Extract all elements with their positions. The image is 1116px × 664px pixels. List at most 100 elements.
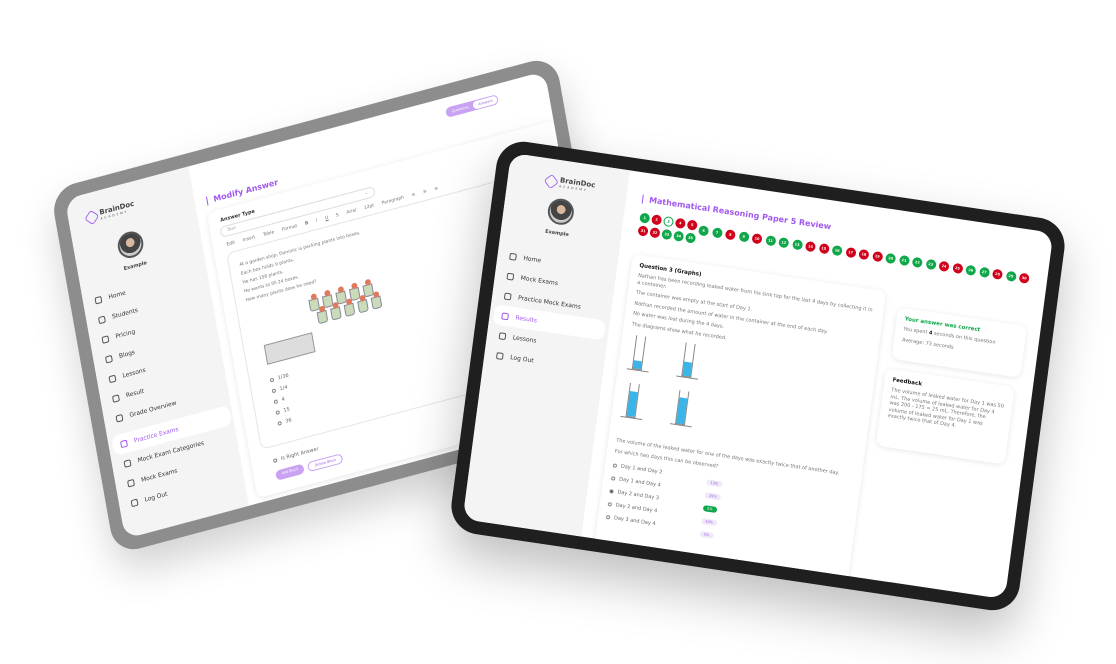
avatar[interactable] (546, 196, 576, 227)
question-number-12[interactable]: 12 (778, 236, 790, 249)
question-number-4[interactable]: 4 (674, 217, 686, 230)
question-number-16[interactable]: 16 (831, 244, 843, 257)
question-number-15[interactable]: 15 (818, 242, 830, 255)
question-number-32[interactable]: 32 (649, 227, 661, 239)
question-number-2[interactable]: 2 (651, 214, 663, 226)
front-tablet: BrainDoc ACADEMY Example Home Mock Exams Pr… (448, 138, 1068, 614)
plant-box-image (263, 332, 316, 365)
flower (364, 278, 372, 287)
menu-edit[interactable]: Edit (226, 240, 236, 248)
question-number-1[interactable]: 1 (639, 212, 651, 224)
delete-block-button[interactable]: Delete Block (307, 453, 344, 473)
sidebar-item-label: Lessons (512, 333, 537, 345)
align-center-icon[interactable]: ≡ (422, 189, 428, 196)
sidebar-item-label: Practice Mock Exams (517, 294, 582, 311)
menu-insert[interactable]: Insert (242, 235, 256, 244)
question-number-26[interactable]: 26 (965, 264, 977, 277)
measuring-cylinder-day-1 (626, 335, 649, 373)
option-label: 1/4 (279, 383, 288, 392)
strike-button[interactable]: S (335, 212, 340, 219)
question-number-5[interactable]: 5 (686, 219, 698, 231)
user-name: Example (544, 228, 570, 239)
question-number-22[interactable]: 22 (911, 256, 923, 269)
question-number-9[interactable]: 9 (738, 231, 750, 243)
water-level (682, 361, 693, 377)
question-number-28[interactable]: 28 (991, 268, 1004, 280)
question-number-24[interactable]: 24 (938, 260, 950, 273)
sidebar-item-label: Students (111, 306, 139, 321)
font-select[interactable]: Arial (346, 208, 357, 216)
sidebar-item-label: Log Out (509, 353, 535, 364)
italic-button[interactable]: I (315, 218, 318, 224)
question-number-6[interactable]: 6 (697, 225, 710, 237)
log-out-icon (495, 351, 504, 360)
question-number-25[interactable]: 25 (951, 262, 964, 275)
option-label: 15 (282, 405, 291, 414)
sidebar-item-label: Grade Overview (128, 399, 177, 419)
result-card: Your answer was correct You spent 4 seco… (891, 307, 1027, 378)
align-left-icon[interactable]: ≡ (411, 192, 416, 199)
questions-answers-toggle[interactable]: Questions Answers (445, 94, 500, 118)
question-number-17[interactable]: 17 (844, 246, 857, 259)
question-number-27[interactable]: 27 (978, 266, 990, 279)
question-number-35[interactable]: 35 (684, 232, 697, 244)
block-select[interactable]: Paragraph (381, 195, 405, 207)
flower (345, 298, 353, 306)
mock-exams-icon (126, 478, 135, 488)
question-number-34[interactable]: 34 (673, 230, 685, 242)
bold-button[interactable]: B (304, 221, 309, 227)
avatar[interactable] (115, 228, 146, 261)
question-number-30[interactable]: 30 (1018, 272, 1030, 284)
question-number-29[interactable]: 29 (1005, 270, 1017, 282)
size-select[interactable]: 12pt (363, 203, 375, 212)
radio-icon (607, 501, 613, 507)
radio-icon (273, 398, 279, 404)
user-name: Example (123, 260, 148, 273)
question-number-19[interactable]: 19 (871, 250, 883, 263)
sidebar-item-label: Log Out (143, 490, 168, 504)
add-block-button[interactable]: Add Block (275, 463, 306, 481)
sidebar-item-label: Result (125, 387, 145, 399)
home-icon (94, 295, 103, 305)
question-number-33[interactable]: 33 (661, 228, 673, 241)
sidebar-item-label: Lessons (121, 366, 147, 380)
question-number-7[interactable]: 7 (711, 227, 723, 239)
align-right-icon[interactable]: ≡ (434, 186, 439, 193)
tab-questions[interactable]: Questions (451, 104, 470, 114)
underline-button[interactable]: U (324, 215, 329, 222)
plant-pot (343, 298, 356, 318)
question-number-31[interactable]: 31 (637, 225, 649, 237)
flower (372, 290, 380, 299)
plant-pot (316, 305, 329, 325)
question-number-11[interactable]: 11 (764, 235, 776, 247)
pricing-icon (101, 334, 110, 344)
checkbox-icon (272, 457, 278, 463)
question-number-23[interactable]: 23 (925, 258, 937, 271)
radio-icon (277, 420, 282, 426)
question-number-8[interactable]: 8 (724, 229, 736, 241)
option-label: Day 3 and Day 4 (613, 514, 656, 527)
question-number-14[interactable]: 14 (804, 240, 817, 253)
sidebar-item-label: Blogs (118, 348, 136, 360)
question-number-10[interactable]: 10 (751, 233, 763, 245)
logo: BrainDoc ACADEMY (543, 173, 596, 193)
radio-icon (612, 462, 618, 468)
question-number-20[interactable]: 20 (885, 252, 897, 265)
question-number-13[interactable]: 13 (791, 238, 803, 251)
menu-table[interactable]: Table (262, 230, 275, 239)
question-number-18[interactable]: 18 (858, 248, 870, 261)
lessons-icon (498, 331, 507, 340)
plant-pot (330, 301, 342, 321)
menu-format[interactable]: Format (281, 223, 298, 233)
flower (337, 285, 345, 294)
question-number-21[interactable]: 21 (898, 254, 910, 267)
measuring-cylinder-day-4 (669, 390, 692, 428)
flower (323, 289, 331, 297)
tab-answers[interactable]: Answers (472, 95, 499, 110)
option-label: 4 (281, 395, 286, 403)
feedback-card: Feedback The volume of leaked water for … (875, 368, 1015, 465)
question-card: Question 3 (Graphs) Nathan has been reco… (593, 253, 887, 589)
option-label: 36 (284, 416, 293, 425)
question-number-3[interactable]: 3 (662, 215, 675, 228)
blogs-icon (104, 354, 113, 364)
